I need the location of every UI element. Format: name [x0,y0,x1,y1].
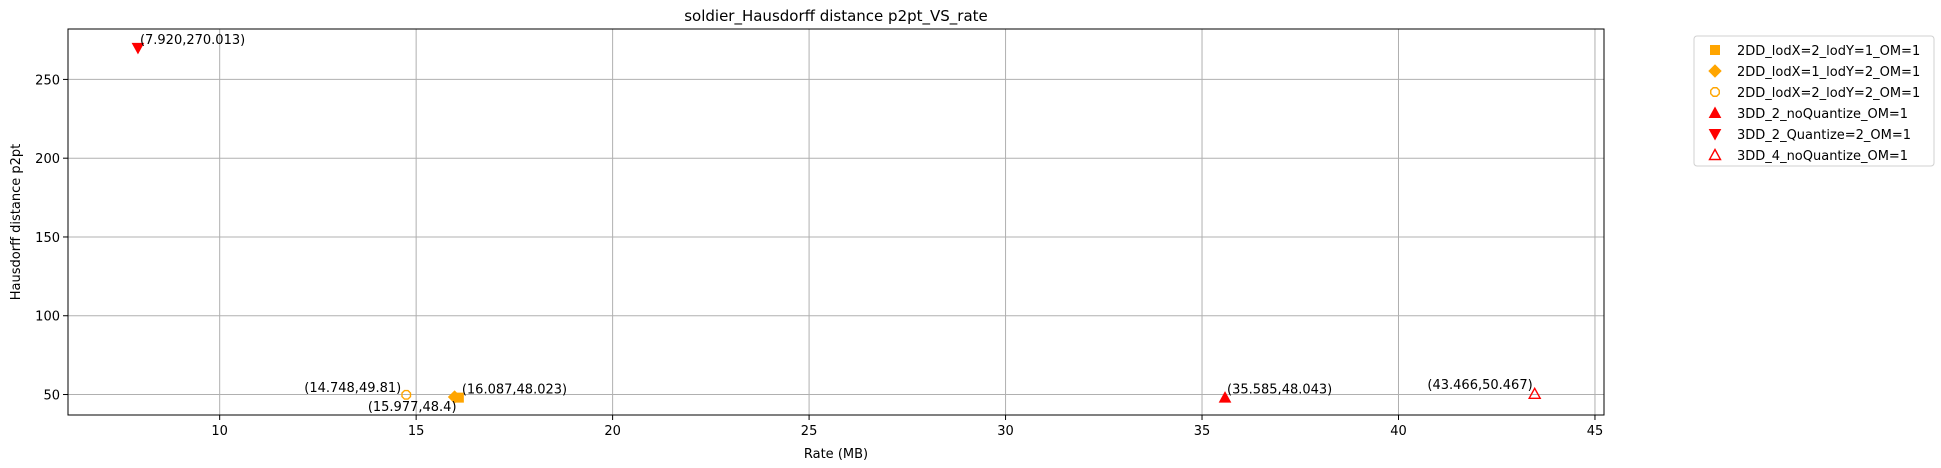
chart-title: soldier_Hausdorff distance p2pt_VS_rate [684,7,988,26]
legend-marker-octagon [1710,87,1720,97]
x-tick-label: 15 [408,424,425,439]
data-label: (14.748,49.81) [304,381,401,396]
data-point-triangle-up [1528,386,1542,399]
x-tick-label: 30 [997,424,1014,439]
legend-entry-label: 2DD_lodX=1_lodY=2_OM=1 [1737,65,1920,80]
data-points [131,42,1542,404]
point-labels: (16.087,48.023) (15.977,48.4) (14.748,49.8… [140,33,1533,415]
x-tick-label: 35 [1194,424,1211,439]
legend-entry-label: 3DD_2_Quantize=2_OM=1 [1737,128,1911,143]
y-tick-label: 100 [35,310,60,325]
legend-frame [1693,35,1935,167]
legend-marker-square [1710,45,1720,55]
plot-frame [67,28,1605,416]
legend-entry-label: 3DD_2_noQuantize_OM=1 [1737,107,1908,122]
data-label: (43.466,50.467) [1427,378,1532,393]
legend-entry-label: 2DD_lodX=2_lodY=1_OM=1 [1737,44,1920,59]
y-tick-label: 250 [35,73,60,88]
x-tick-label: 40 [1390,424,1407,439]
data-label: (15.977,48.4) [368,400,457,415]
x-tick-label: 45 [1587,424,1604,439]
x-tick-label: 10 [211,424,228,439]
x-tick-label: 20 [604,424,621,439]
y-tick-label: 200 [35,152,60,167]
legend-marker-triangle-up [1708,148,1722,161]
legend: 2DD_lodX=2_lodY=1_OM=1 2DD_lodX=1_lodY=2_… [1693,35,1935,167]
legend-marker-triangle-up [1708,106,1722,118]
y-tick-label: 50 [43,389,60,404]
data-point-octagon [401,389,412,400]
grid-lines [68,29,1604,415]
data-label: (35.585,48.043) [1227,383,1332,398]
data-point-triangle-down [131,42,145,55]
y-axis-label: Hausdorff distance p2pt [9,144,24,300]
x-axis-label: Rate (MB) [804,447,868,462]
legend-marker-diamond [1708,64,1722,78]
y-tick-label: 150 [35,231,60,246]
x-tick-label: 25 [801,424,818,439]
legend-entry-label: 3DD_4_noQuantize_OM=1 [1737,149,1908,164]
data-label: (7.920,270.013) [140,33,245,48]
legend-marker-triangle-down [1708,129,1722,141]
legend-entry-label: 2DD_lodX=2_lodY=2_OM=1 [1737,86,1920,101]
data-point-diamond [447,390,462,404]
data-point-triangle-up [1218,391,1232,403]
axis-ticks: 10 15 20 25 30 35 40 45 50 100 150 200 250 [35,73,1603,439]
data-label: (16.087,48.023) [462,383,567,398]
